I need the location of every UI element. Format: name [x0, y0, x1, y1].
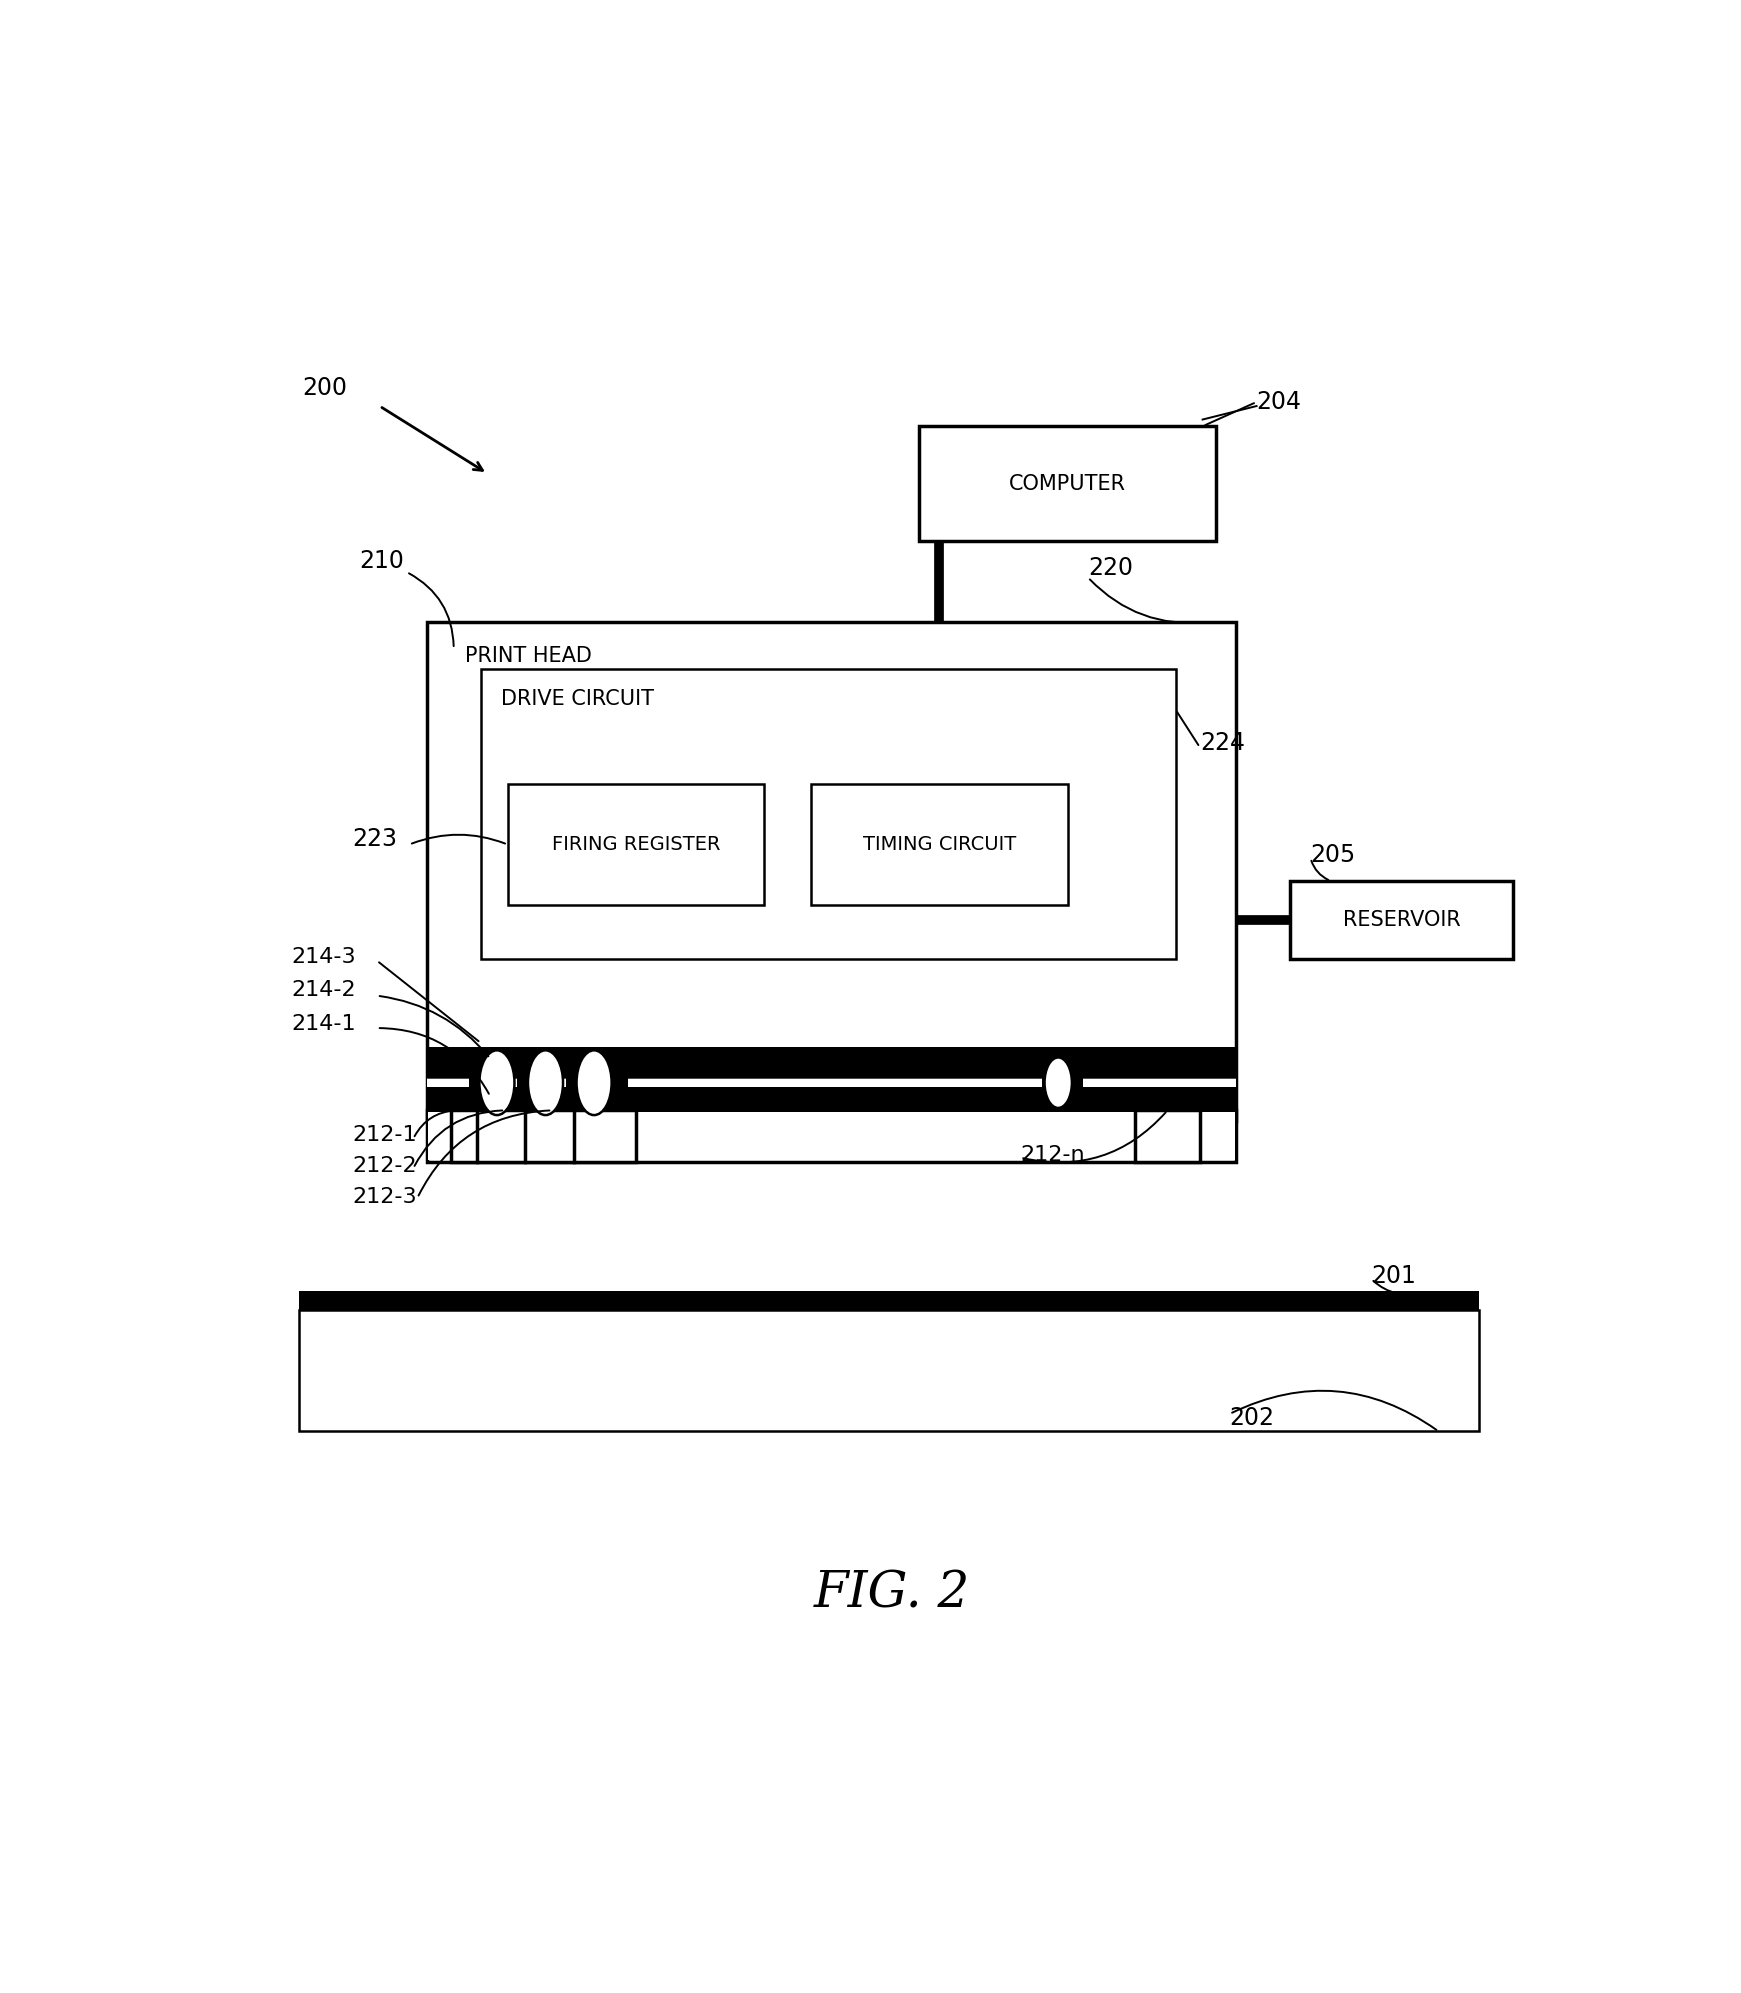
- Ellipse shape: [1045, 1058, 1072, 1108]
- Text: 212-2: 212-2: [352, 1156, 418, 1176]
- FancyBboxPatch shape: [1290, 881, 1513, 959]
- FancyBboxPatch shape: [508, 783, 764, 905]
- FancyBboxPatch shape: [611, 1078, 629, 1088]
- FancyBboxPatch shape: [427, 1110, 1236, 1162]
- Text: 223: 223: [352, 827, 397, 851]
- Text: RESERVOIR: RESERVOIR: [1342, 911, 1461, 931]
- FancyBboxPatch shape: [1135, 1110, 1200, 1162]
- Text: 214-n: 214-n: [1109, 1048, 1173, 1068]
- FancyBboxPatch shape: [468, 1078, 484, 1088]
- FancyBboxPatch shape: [481, 670, 1175, 959]
- Text: 212-3: 212-3: [352, 1186, 418, 1206]
- Text: DRIVE CIRCUIT: DRIVE CIRCUIT: [501, 690, 655, 710]
- FancyBboxPatch shape: [811, 783, 1067, 905]
- Ellipse shape: [479, 1050, 515, 1114]
- FancyBboxPatch shape: [428, 1112, 1234, 1160]
- FancyBboxPatch shape: [427, 1088, 1236, 1110]
- FancyBboxPatch shape: [299, 1309, 1480, 1431]
- FancyBboxPatch shape: [451, 1110, 635, 1162]
- FancyBboxPatch shape: [427, 1046, 1236, 1078]
- FancyBboxPatch shape: [427, 1078, 1236, 1088]
- Text: 200: 200: [303, 377, 348, 401]
- Text: 204: 204: [1257, 391, 1302, 415]
- Text: 212-1: 212-1: [352, 1124, 418, 1144]
- Text: 210: 210: [359, 550, 404, 574]
- Text: 220: 220: [1088, 556, 1133, 580]
- Text: 224: 224: [1200, 731, 1245, 755]
- Text: FIRING REGISTER: FIRING REGISTER: [552, 835, 721, 855]
- Ellipse shape: [576, 1050, 611, 1114]
- Text: 212-n: 212-n: [1020, 1144, 1085, 1164]
- FancyBboxPatch shape: [1065, 1078, 1083, 1088]
- Text: 201: 201: [1372, 1264, 1415, 1287]
- Text: 202: 202: [1229, 1405, 1274, 1431]
- FancyBboxPatch shape: [299, 1291, 1480, 1313]
- FancyBboxPatch shape: [427, 622, 1236, 1122]
- Text: TIMING CIRCUIT: TIMING CIRCUIT: [864, 835, 1017, 855]
- Text: 214-3: 214-3: [292, 947, 357, 967]
- Text: 214-1: 214-1: [292, 1014, 357, 1034]
- FancyBboxPatch shape: [517, 1078, 533, 1088]
- Text: FIG. 2: FIG. 2: [815, 1568, 970, 1618]
- FancyBboxPatch shape: [919, 427, 1215, 540]
- Text: 214-2: 214-2: [292, 981, 357, 1000]
- FancyBboxPatch shape: [566, 1078, 581, 1088]
- Text: COMPUTER: COMPUTER: [1010, 474, 1126, 494]
- Ellipse shape: [528, 1050, 562, 1114]
- Text: 205: 205: [1311, 843, 1356, 867]
- FancyBboxPatch shape: [1043, 1078, 1059, 1088]
- FancyBboxPatch shape: [301, 1313, 1476, 1429]
- Text: PRINT HEAD: PRINT HEAD: [465, 646, 592, 666]
